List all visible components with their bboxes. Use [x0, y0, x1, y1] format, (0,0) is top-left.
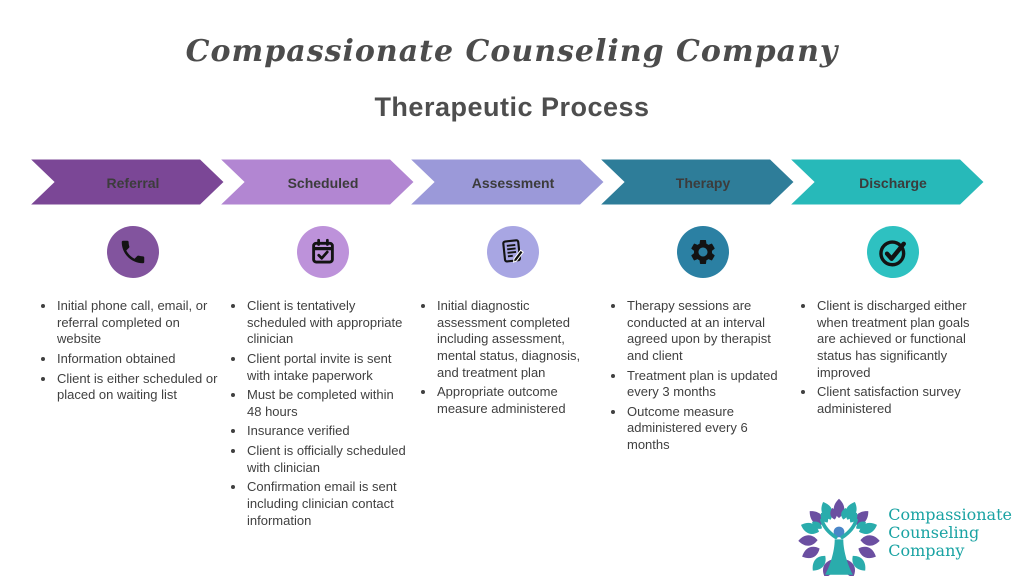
- header-script-title: Compassionate Counseling Company: [185, 34, 839, 69]
- bullet-item: Outcome measure administered every 6 mon…: [626, 404, 790, 454]
- assessment-note-icon: [502, 239, 524, 263]
- icons-row: [38, 226, 988, 278]
- bullets-row: Initial phone call, email, or referral c…: [38, 298, 988, 532]
- bullet-item: Initial diagnostic assessment completed …: [436, 298, 600, 381]
- therapy-icon-circle: [677, 226, 729, 278]
- calendar-check-icon: [312, 238, 334, 264]
- stage-label-therapy: Therapy: [676, 175, 731, 191]
- logo-person: [820, 518, 859, 575]
- bullet-item: Therapy sessions are conducted at an int…: [626, 298, 790, 365]
- referral-icon-circle: [107, 226, 159, 278]
- page-title: Therapeutic Process: [374, 92, 650, 122]
- stage-label-scheduled: Scheduled: [288, 175, 359, 191]
- stage-bullets-therapy: Therapy sessions are conducted at an int…: [608, 298, 798, 532]
- stage-bullets-referral: Initial phone call, email, or referral c…: [38, 298, 228, 532]
- gear-icon: [691, 240, 715, 264]
- process-arrows: Referral Scheduled Assessment Therapy Di…: [18, 154, 991, 210]
- bullet-item: Client is tentatively scheduled with app…: [246, 298, 410, 348]
- bullet-item: Appropriate outcome measure administered: [436, 384, 600, 417]
- bullet-item: Client is discharged either when treatme…: [816, 298, 980, 381]
- logo-text-line: Counseling: [888, 523, 980, 543]
- check-circle-icon: [879, 240, 906, 267]
- stage-arrow-scheduled: [208, 154, 421, 210]
- bullet-item: Information obtained: [56, 351, 220, 368]
- bullet-item: Must be completed within 48 hours: [246, 387, 410, 420]
- stage-arrow-discharge: [778, 154, 991, 210]
- bullet-item: Client is officially scheduled with clin…: [246, 443, 410, 476]
- scheduled-icon-circle: [297, 226, 349, 278]
- bullet-item: Client is either scheduled or placed on …: [56, 371, 220, 404]
- bullet-item: Client portal invite is sent with intake…: [246, 351, 410, 384]
- stage-bullets-discharge: Client is discharged either when treatme…: [798, 298, 988, 532]
- stage-arrow-assessment: [398, 154, 611, 210]
- bullet-item: Confirmation email is sent including cli…: [246, 479, 410, 529]
- stage-label-discharge: Discharge: [859, 175, 927, 191]
- stage-arrow-therapy: [588, 154, 801, 210]
- stage-arrow-referral: [18, 154, 231, 210]
- bullet-item: Treatment plan is updated every 3 months: [626, 368, 790, 401]
- assessment-icon-circle: [487, 226, 539, 278]
- logo-text: Compassionate Counseling Company: [888, 506, 1012, 560]
- logo-text-line: Company: [888, 540, 965, 560]
- stage-bullets-scheduled: Client is tentatively scheduled with app…: [228, 298, 418, 532]
- bullet-item: Initial phone call, email, or referral c…: [56, 298, 220, 348]
- phone-icon: [121, 240, 145, 264]
- logo-text-line: Compassionate: [888, 505, 1012, 525]
- stage-label-assessment: Assessment: [472, 175, 555, 191]
- discharge-icon-circle: [867, 226, 919, 278]
- stage-label-referral: Referral: [107, 175, 160, 191]
- company-logo: Compassionate Counseling Company: [794, 490, 1012, 576]
- bullet-item: Client satisfaction survey administered: [816, 384, 980, 417]
- stage-bullets-assessment: Initial diagnostic assessment completed …: [418, 298, 608, 532]
- bullet-item: Insurance verified: [246, 423, 410, 440]
- tree-person-logo-icon: [798, 498, 881, 576]
